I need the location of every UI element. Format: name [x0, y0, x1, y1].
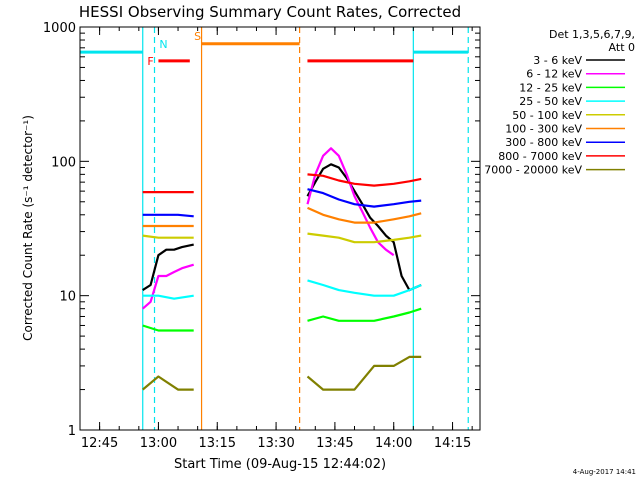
series-800-7000kev-segment: [307, 173, 422, 187]
flags-layer: N S F: [80, 27, 469, 430]
legend-header-line-1: Det 1,3,5,6,7,9,: [549, 28, 635, 41]
legend-entry-label: 7000 - 20000 keV: [484, 164, 582, 177]
flag-n-label: N: [159, 38, 167, 51]
series-7000-20000kev-segment: [306, 355, 422, 391]
x-tick-label: 13:45: [316, 436, 353, 451]
x-tick-label: 12:45: [81, 436, 118, 451]
x-axis-label: Start Time (09-Aug-15 12:44:02): [174, 457, 386, 472]
y-tick-label: 10: [59, 290, 76, 305]
series-100-300kev-segment: [307, 206, 422, 224]
x-axis: 12:45 13:00 13:15 13:30 13:45 14:00 14:15: [79, 27, 473, 451]
series-300-800kev-segment: [307, 188, 422, 208]
y-tick-label: 100: [51, 155, 76, 170]
legend-entry-label: 25 - 50 keV: [519, 95, 582, 108]
legend-header-line-2: Att 0: [609, 41, 635, 54]
plot-frame: [79, 26, 481, 431]
series-12-25kev-segment: [142, 324, 194, 332]
chart-title: HESSI Observing Summary Count Rates, Cor…: [79, 3, 461, 21]
series-6-12kev-segment: [141, 263, 195, 310]
legend-entry-label: 100 - 300 keV: [505, 123, 582, 136]
series-layer: [141, 147, 422, 391]
series-12-25kev-segment: [307, 307, 422, 322]
flag-f-label: F: [147, 55, 153, 68]
x-tick-label: 14:00: [375, 436, 412, 451]
legend-entry-label: 12 - 25 keV: [519, 81, 582, 94]
legend-entry-label: 3 - 6 keV: [533, 54, 582, 67]
y-tick-label: 1: [68, 424, 76, 439]
y-axis: 1 10 100 1000: [43, 21, 480, 439]
series-50-100kev-segment: [142, 234, 194, 239]
y-tick-label: 1000: [43, 21, 76, 36]
flag-s-label: S: [194, 30, 201, 43]
series-50-100kev-segment: [307, 232, 422, 244]
legend-entry-label: 50 - 100 keV: [512, 109, 582, 122]
series-6-12kev-segment: [306, 147, 395, 257]
y-axis-label: Corrected Count Rate (s⁻¹ detector⁻¹): [21, 115, 35, 341]
legend-entry-label: 6 - 12 keV: [526, 68, 582, 81]
legend-entry-label: 800 - 7000 keV: [498, 150, 582, 163]
series-25-50kev-segment: [307, 279, 422, 297]
x-tick-label: 13:15: [199, 436, 236, 451]
legend-entry-label: 300 - 800 keV: [505, 136, 582, 149]
series-7000-20000kev-segment: [141, 375, 194, 391]
series-25-50kev-segment: [142, 294, 194, 300]
x-tick-label: 14:15: [434, 436, 471, 451]
series-300-800kev-segment: [142, 213, 194, 218]
x-tick-label: 13:00: [140, 436, 177, 451]
footer-timestamp: 4-Aug-2017 14:41: [573, 468, 636, 476]
x-tick-label: 13:30: [257, 436, 294, 451]
series-3-6kev-segment: [142, 243, 194, 292]
